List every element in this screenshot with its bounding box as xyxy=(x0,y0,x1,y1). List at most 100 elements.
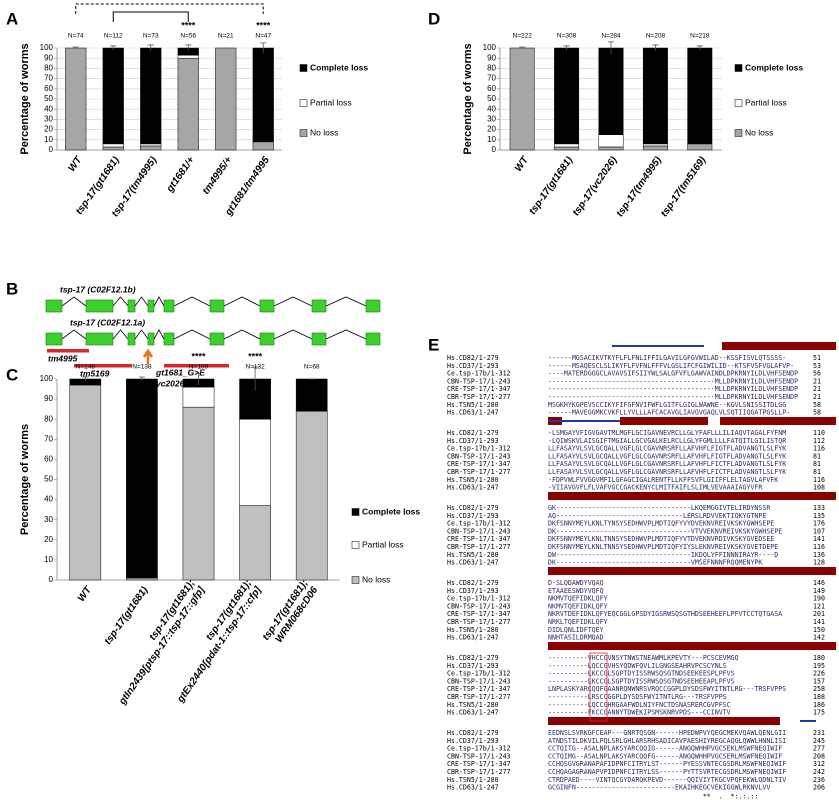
error-bar xyxy=(652,44,659,52)
sequence-end: 141 xyxy=(813,535,825,543)
sequence-name: Ce.tsp-17b/1-312 xyxy=(447,670,511,678)
y-tick-label: 80 xyxy=(487,64,496,73)
bar-segment xyxy=(177,57,199,151)
y-tick-label: 90 xyxy=(44,53,53,62)
sequence-end: 110 xyxy=(813,429,825,437)
n-label: N=138 xyxy=(132,364,152,371)
intron xyxy=(223,296,261,307)
exon xyxy=(259,299,275,313)
comparison-bracket xyxy=(75,3,264,14)
n-label: N=74 xyxy=(68,33,84,40)
bar-segment xyxy=(102,146,124,151)
sequence-end: 206 xyxy=(813,784,825,792)
sequence-name: Hs.TSN5/1-280 xyxy=(447,626,499,634)
sequence-name: Hs.CD63/1-247 xyxy=(447,784,499,792)
error-bar xyxy=(608,41,614,55)
sequence-end: 277 xyxy=(813,745,825,753)
sequence-end: 58 xyxy=(813,401,821,409)
sequence-end: 81 xyxy=(813,460,821,468)
panel-label: C xyxy=(6,365,18,384)
legend-swatch xyxy=(351,576,360,584)
sequence-name: CBN-TSP-17/1-243 xyxy=(447,452,511,460)
sequence: -LSMGAYVFIGVGAVTMLMGFLGCIGAVNEVRCLLGLYFA… xyxy=(548,429,786,437)
sequence: ----------LQCCGVHSYQDWFQVLILGNGSEAHRVPCS… xyxy=(548,662,727,670)
sequence: NKRVTDEFIDKLQFYEQCGGLGPSDYIGSRWSQSGTHDSE… xyxy=(548,610,782,618)
sequence: MSGKHYKGPEVSCCIKYFIFGFNVIFWFLGITFLGIGLWA… xyxy=(548,401,786,409)
x-tick-label: tm4995/+ xyxy=(201,155,235,197)
error-bar xyxy=(519,46,526,50)
sequence-end: 116 xyxy=(813,476,825,484)
alignment: Hs.CD82/1-279 ------MGSACIKVTKYFLFLFNLIFF… xyxy=(447,342,836,800)
bar-segment xyxy=(239,418,271,506)
exon xyxy=(85,299,114,313)
sequence: ----------------------------------------… xyxy=(548,393,798,401)
bar-segment xyxy=(598,47,624,135)
sequence-name: Hs.TSN5/1-280 xyxy=(447,701,499,709)
intron xyxy=(325,296,367,307)
legend-swatch xyxy=(351,508,360,516)
sequence-name: Hs.CD37/1-293 xyxy=(447,587,499,595)
sequence-end: 150 xyxy=(813,626,825,634)
sequence-name: Hs.TSN5/1-280 xyxy=(447,401,499,409)
sequence: CCTQITG--ASALNPLAKSYARCQQIG------ANGQWHH… xyxy=(548,745,782,753)
y-tick-label: 20 xyxy=(44,535,53,544)
y-tick-label: 100 xyxy=(40,374,54,383)
y-tick-label: 70 xyxy=(44,434,53,443)
sequence: CCTQIMG--ASALNPLAKSYARCQQFG------ANGQWHH… xyxy=(548,752,782,760)
n-label: N=73 xyxy=(143,33,159,40)
sequence-end: 149 xyxy=(813,587,825,595)
error-bar xyxy=(147,44,154,52)
sequence-name: Hs.CD63/1-247 xyxy=(447,559,499,567)
exon xyxy=(147,332,155,346)
sequence-end: 21 xyxy=(813,377,821,385)
sequence-name: Hs.CD82/1-279 xyxy=(447,579,499,587)
structure-bar xyxy=(722,342,836,350)
gene-model xyxy=(45,296,381,313)
sequence-name: Hs.TSN5/1-280 xyxy=(447,551,499,559)
intron xyxy=(273,296,313,307)
sequence: ----------LQCCGHRGAAFWDLNIYFNCTDSNASRERC… xyxy=(548,701,731,709)
bar-segment xyxy=(642,47,668,145)
error-bar xyxy=(138,376,145,382)
sequence: NKMVTQEFIDKLQFY xyxy=(548,595,608,603)
sequence-end: 112 xyxy=(813,437,825,445)
error-bar xyxy=(82,376,89,382)
sequence-end: 190 xyxy=(813,595,825,603)
bar-segment xyxy=(598,146,624,151)
exon xyxy=(365,332,381,346)
x-tick-label: tsp-17(tm4995) xyxy=(615,154,665,219)
legend-swatch xyxy=(734,129,743,137)
sequence-name: Hs.CD82/1-279 xyxy=(447,729,499,737)
y-tick-label: 30 xyxy=(44,515,53,524)
sequence-name: Hs.CD37/1-293 xyxy=(447,512,499,520)
n-label: N=308 xyxy=(557,33,577,40)
highlight-box xyxy=(589,652,608,722)
sequence-name: CBR-TSP-17/1-277 xyxy=(447,543,511,551)
n-label: N=284 xyxy=(601,33,621,40)
sequence-end: 242 xyxy=(813,768,825,776)
n-label: N=47 xyxy=(255,33,271,40)
x-tick-label: WT xyxy=(76,584,94,604)
bar-segment xyxy=(215,47,237,151)
x-tick-label: gt1681/+ xyxy=(164,155,197,195)
sequence: GCGINFN-------------------------EKAIHKEG… xyxy=(548,784,770,792)
significance-label: **** xyxy=(191,351,206,361)
sequence: EEDNSLSVRKGFCEAP---GNRTQSGN------HPEDWPV… xyxy=(548,729,786,737)
sequence: ----------VHCCGVNSYTNWSTNEAWMLKPEVTY---P… xyxy=(548,654,739,662)
sequence: CCHQSGVGRANAPAFIDPNFCITRYLST------PYESSV… xyxy=(548,760,786,768)
transcript-label: tsp-17 (C02F12.1a) xyxy=(70,317,145,327)
n-label: N=218 xyxy=(690,33,710,40)
n-label: N=56 xyxy=(180,33,196,40)
y-tick-label: 70 xyxy=(44,74,53,83)
sequence-end: 175 xyxy=(813,709,825,717)
legend-swatch xyxy=(299,99,308,107)
legend-label: No loss xyxy=(362,574,390,584)
sequence-name: Hs.TSN5/1-280 xyxy=(447,476,499,484)
sequence: ----------LKCCGLSGPTDYISSRWSQSGTNDSEEKEE… xyxy=(548,670,735,678)
sequence-name: CRE-TSP-17/1-347 xyxy=(447,610,511,618)
x-tick-label: WT xyxy=(66,154,84,174)
intron xyxy=(173,296,211,307)
exon xyxy=(45,332,63,346)
sequence-name: Hs.CD82/1-279 xyxy=(447,429,499,437)
sequence-name: Ce.tsp-17b/1-312 xyxy=(447,745,511,753)
